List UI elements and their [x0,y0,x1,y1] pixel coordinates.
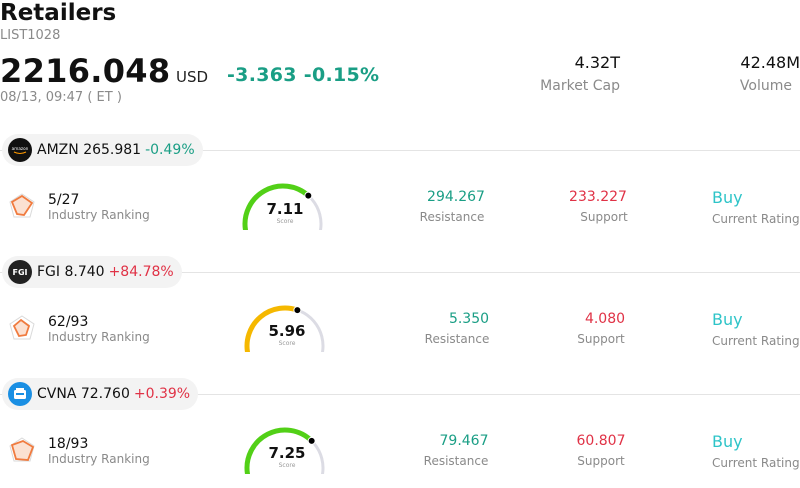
resistance-label: Resistance [419,210,485,224]
resistance-label: Resistance [424,332,490,346]
rating-value[interactable]: Buy [712,432,743,451]
gauge-marker [307,436,316,445]
radar-chart-icon [9,315,35,340]
industry-rank-label: Industry Ranking [48,330,150,344]
stock-price: 72.760 [80,386,130,402]
volume-value: 42.48M [740,53,800,72]
stock-chip-cvna[interactable]: CVNA 72.760 +0.39% [2,378,199,410]
ticker: AMZN [37,142,79,158]
market-cap-label: Market Cap [540,78,620,94]
fgi-logo-icon: FGI [8,260,32,284]
stock-price: 8.740 [64,264,105,280]
gauge-fill [242,183,311,230]
stock-change: +0.39% [133,386,191,402]
score-gauge [242,183,323,230]
support-value: 60.807 [576,433,626,449]
gauge-marker [293,306,302,315]
score-gauge [244,427,325,474]
rating-label: Current Rating [712,456,800,470]
industry-rank: 18/93 [48,436,89,452]
index-change: -3.363 -0.15% [227,64,379,86]
support-label: Support [577,454,625,468]
ticker: FGI [37,264,61,280]
industry-rank-label: Industry Ranking [48,452,150,466]
volume-label: Volume [739,78,792,94]
change-percent: -0.15% [303,64,380,86]
industry-rank-label: Industry Ranking [48,208,150,222]
support-label: Support [577,332,625,346]
industry-rank: 5/27 [48,192,80,208]
index-price: 2216.048 [0,52,171,90]
currency-label: USD [176,68,209,86]
list-code: LIST1028 [0,28,61,43]
resistance-value: 79.467 [439,433,489,449]
page-title: Retailers [0,0,117,26]
stock-change: -0.49% [145,142,195,158]
score-label: Score [276,218,294,225]
gauge-fill [244,305,300,352]
support-value: 4.080 [584,311,626,327]
rating-label: Current Rating [712,334,800,348]
support-label: Support [580,210,628,224]
gauge-fill [244,427,315,474]
score-label: Score [278,340,296,347]
change-value: -3.363 [227,64,297,86]
radar-chart-icon [9,193,35,218]
resistance-label: Resistance [423,454,489,468]
rating-value[interactable]: Buy [712,310,743,329]
gauge-marker [304,191,313,200]
score-value: 7.25 [268,444,306,462]
stock-change: +84.78% [108,264,174,280]
divider [0,272,800,273]
ticker: CVNA [37,386,77,402]
amazon-logo-icon: amazon [8,138,32,162]
industry-rank: 62/93 [48,314,89,330]
score-label: Score [278,462,296,469]
stock-price: 265.981 [83,142,142,158]
resistance-value: 5.350 [448,311,490,327]
score-value: 7.11 [266,200,304,218]
radar-chart-icon [9,437,35,462]
timestamp: 08/13, 09:47 ( ET ) [0,90,122,105]
score-value: 5.96 [268,322,306,340]
carvana-logo-icon [8,382,32,406]
support-value: 233.227 [569,189,627,205]
rating-label: Current Rating [712,212,800,226]
stock-chip-amzn[interactable]: amazon AMZN 265.981 -0.49% [2,134,203,166]
resistance-value: 294.267 [427,189,485,205]
divider [0,150,800,151]
svg-text:amazon: amazon [12,146,29,151]
svg-text:FGI: FGI [12,268,27,277]
rating-value[interactable]: Buy [712,188,743,207]
stock-chip-fgi[interactable]: FGI FGI 8.740 +84.78% [2,256,182,288]
market-cap-value: 4.32T [574,53,620,72]
score-gauge [244,305,325,352]
divider [0,394,800,395]
